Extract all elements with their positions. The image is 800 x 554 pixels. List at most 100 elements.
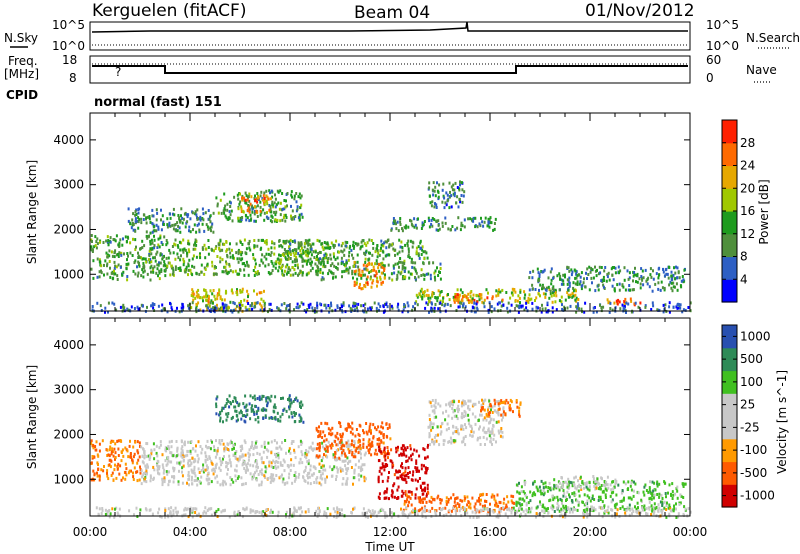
velocity-cell (402, 491, 405, 495)
velocity-cell (609, 494, 612, 498)
velocity-cell (334, 439, 337, 443)
power-cell (309, 302, 312, 306)
power-cell (567, 293, 570, 297)
velocity-cell (655, 506, 658, 509)
power-cell (571, 291, 574, 295)
power-cell (164, 268, 167, 272)
power-cell (454, 295, 457, 299)
power-cell (143, 213, 146, 217)
velocity-cell (396, 476, 399, 480)
power-cell (201, 247, 204, 251)
power-cell (474, 310, 477, 314)
power-cell (427, 294, 430, 298)
velocity-cell (679, 493, 682, 497)
power-cell (325, 306, 328, 310)
velocity-cell (240, 449, 242, 453)
velocity-cell (380, 466, 383, 470)
velocity-cell (377, 445, 380, 449)
velocity-cell (456, 428, 459, 432)
velocity-cell (535, 506, 538, 510)
power-cell (188, 258, 191, 262)
velocity-cell (517, 484, 519, 488)
power-cell (473, 301, 476, 305)
velocity-cell (262, 395, 265, 398)
power-cell (236, 288, 238, 292)
power-cell (143, 244, 146, 248)
power-cell (131, 254, 134, 257)
velocity-cell (403, 474, 406, 478)
power-cell (369, 270, 372, 273)
power-cell (644, 304, 647, 308)
power-cell (623, 302, 626, 306)
velocity-cell (311, 473, 314, 477)
velocity-cell (181, 449, 184, 453)
power-cell (285, 216, 288, 219)
power-cell (218, 241, 221, 245)
velocity-cell (307, 462, 310, 466)
power-cell (373, 301, 376, 305)
velocity-cell (437, 402, 440, 406)
power-cell (537, 271, 540, 275)
power-cell (148, 260, 151, 264)
power-cell (270, 189, 273, 193)
power-cell (325, 253, 328, 257)
velocity-cell (656, 482, 659, 486)
power-cell (205, 247, 208, 251)
velocity-cell (200, 469, 203, 473)
velocity-cell (480, 406, 483, 410)
velocity-cell (458, 503, 461, 507)
velocity-cell (512, 410, 514, 414)
power-cell (187, 268, 190, 272)
velocity-cell (241, 463, 244, 467)
power-cell (240, 210, 243, 213)
power-cell (299, 269, 302, 273)
power-cell (187, 264, 190, 268)
velocity-cell (263, 474, 266, 478)
power-cell (573, 268, 576, 272)
power-cell (399, 257, 402, 260)
velocity-cell (447, 440, 450, 444)
power-cell (203, 288, 205, 292)
velocity-cell (664, 481, 667, 485)
velocity-cell (274, 415, 277, 419)
velocity-cell (500, 413, 503, 417)
power-cell (135, 213, 138, 216)
velocity-cell (367, 440, 370, 444)
power-cell (278, 253, 280, 257)
velocity-cell (281, 480, 284, 484)
power-cell (517, 310, 520, 314)
velocity-cell (321, 441, 324, 445)
velocity-cell (277, 454, 280, 458)
velocity-cell (520, 485, 523, 489)
power-cell (256, 270, 259, 274)
velocity-cell (636, 501, 639, 505)
velocity-cell (183, 442, 186, 446)
velocity-cell (317, 429, 320, 433)
velocity-cell (645, 507, 648, 511)
power-cell (322, 257, 325, 260)
power-cell (538, 275, 541, 279)
velocity-cell (557, 498, 559, 502)
velocity-cell (432, 440, 435, 444)
velocity-cell (273, 403, 276, 407)
velocity-cell (168, 440, 171, 444)
power-cell (587, 273, 590, 276)
power-cell (171, 223, 174, 227)
power-cell (228, 262, 231, 266)
power-cell (562, 279, 565, 283)
power-cell (133, 261, 136, 264)
velocity-cell (221, 406, 224, 410)
power-cell (239, 290, 242, 294)
velocity-cell (272, 479, 275, 483)
power-cell (104, 306, 107, 310)
velocity-cell (408, 490, 411, 494)
power-cell (456, 298, 458, 302)
velocity-cell (324, 478, 327, 481)
power-cell (550, 267, 553, 271)
velocity-cell (229, 476, 232, 480)
power-cell (212, 230, 215, 234)
power-cell (267, 197, 270, 201)
power-cell (386, 305, 389, 309)
power-cell (437, 223, 440, 227)
power-cell (453, 300, 456, 304)
